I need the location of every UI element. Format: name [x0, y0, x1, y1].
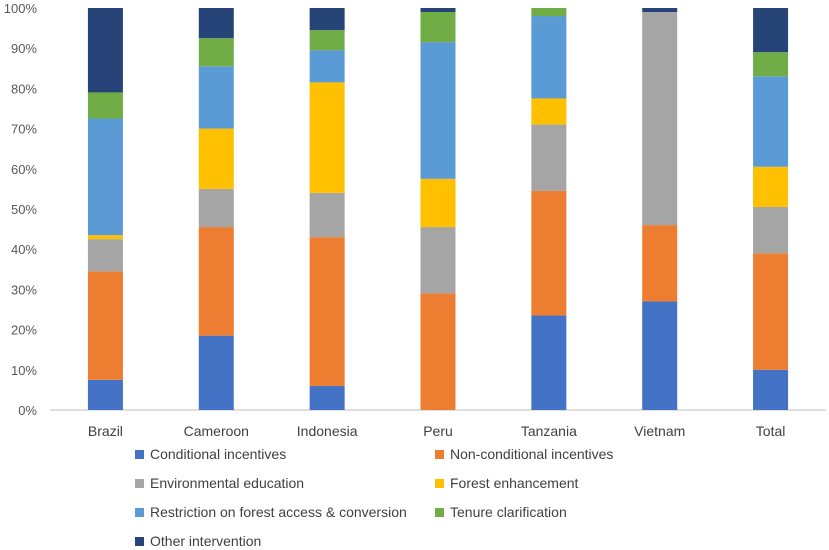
bars [87, 8, 789, 410]
legend-label: Tenure clarification [450, 504, 567, 520]
bar-segment [753, 8, 789, 53]
y-tick-label: 20% [11, 323, 37, 338]
legend-label: Forest enhancement [450, 475, 579, 491]
bar-segment [531, 315, 567, 410]
bar-segment [198, 8, 234, 39]
bar-segment [420, 178, 456, 228]
bar-segment [531, 8, 567, 17]
legend-item: Environmental education [135, 475, 304, 491]
bar-segment [309, 30, 345, 51]
legend-label: Restriction on forest access & conversio… [150, 504, 407, 520]
legend-item: Tenure clarification [435, 504, 567, 520]
x-tick-label: Cameroon [184, 423, 249, 439]
legend-swatch [135, 536, 144, 546]
x-tick-label: Tanzania [521, 423, 577, 439]
bar-segment [531, 16, 567, 99]
bar-segment [753, 253, 789, 370]
legend-label: Non-conditional incentives [450, 446, 614, 462]
bar-segment [753, 52, 789, 77]
legend-item: Conditional incentives [135, 446, 286, 462]
bar-segment [87, 271, 123, 380]
bar-segment [198, 128, 234, 189]
y-tick-label: 80% [11, 81, 37, 96]
legend-swatch [435, 507, 444, 517]
bar-segment [87, 239, 123, 272]
y-tick-label: 30% [11, 282, 37, 297]
bar-segment [87, 8, 123, 93]
bar-segment [309, 50, 345, 83]
x-tick-label: Indonesia [297, 423, 358, 439]
bar-segment [198, 66, 234, 129]
x-tick-label: Peru [423, 423, 453, 439]
y-tick-label: 40% [11, 242, 37, 257]
bar-segment [198, 38, 234, 67]
legend-swatch [135, 478, 144, 488]
bar-segment [531, 124, 567, 191]
bar-segment [198, 227, 234, 336]
x-tick-label: Brazil [88, 423, 123, 439]
bar-segment [753, 369, 789, 410]
legend-item: Forest enhancement [435, 475, 578, 491]
bar-segment [531, 190, 567, 316]
y-tick-label: 100% [4, 1, 38, 16]
legend-swatch [135, 449, 144, 459]
legend-label: Environmental education [150, 475, 305, 491]
bar-segment [87, 118, 123, 236]
bar-segment [753, 206, 789, 254]
y-tick-label: 70% [11, 122, 37, 137]
y-tick-label: 0% [18, 403, 37, 418]
legend-item: Non-conditional incentives [435, 446, 613, 462]
bar-segment [531, 98, 567, 125]
x-tick-label: Vietnam [634, 423, 685, 439]
bar-segment [309, 385, 345, 410]
x-axis: Brazil Cameroon Indonesia Peru Tanzania Vietn… [88, 423, 785, 439]
bar-segment [753, 166, 789, 207]
y-tick-label: 90% [11, 41, 37, 56]
bar-segment [642, 301, 678, 410]
bar-segment [642, 225, 678, 302]
y-axis: 0% 10% 20% 30% 40% 50% 60% 70% 80% 90% 100% [4, 1, 38, 418]
bar-segment [87, 92, 123, 119]
legend-item: Other intervention [135, 533, 261, 549]
bar-segment [420, 42, 456, 179]
y-tick-label: 10% [11, 363, 37, 378]
legend-label: Other intervention [150, 533, 262, 549]
legend-swatch [435, 478, 444, 488]
bar-segment [309, 8, 345, 31]
legend-label: Conditional incentives [150, 446, 287, 462]
bar-segment [87, 379, 123, 410]
bar-segment [420, 12, 456, 43]
bar-segment [420, 8, 456, 13]
x-tick-label: Total [756, 423, 786, 439]
bar-segment [198, 188, 234, 228]
bar-segment [642, 8, 678, 13]
bar-segment [753, 76, 789, 167]
bar-segment [87, 235, 123, 240]
bar-segment [420, 293, 456, 410]
bar-segment [198, 335, 234, 410]
bar-segment [420, 227, 456, 294]
bar-segment [309, 82, 345, 193]
bar-segment [309, 237, 345, 386]
y-tick-label: 50% [11, 202, 37, 217]
legend-swatch [435, 449, 444, 459]
y-tick-label: 60% [11, 162, 37, 177]
bar-segment [642, 12, 678, 226]
legend-swatch [135, 507, 144, 517]
bar-segment [309, 192, 345, 238]
legend-item: Restriction on forest access & conversio… [135, 504, 407, 520]
